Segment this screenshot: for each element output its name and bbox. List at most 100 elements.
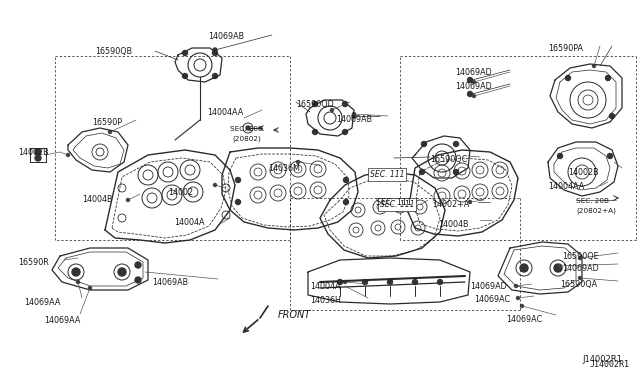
Circle shape <box>342 129 348 135</box>
Circle shape <box>77 280 79 283</box>
Text: 14004AA: 14004AA <box>548 182 584 191</box>
Text: 14002B: 14002B <box>568 168 598 177</box>
Circle shape <box>312 129 317 135</box>
Circle shape <box>468 201 472 203</box>
Text: 14002: 14002 <box>168 188 193 197</box>
Circle shape <box>362 279 367 285</box>
Text: 14004AA: 14004AA <box>207 108 243 117</box>
Text: 14002B: 14002B <box>18 148 49 157</box>
Text: (20802): (20802) <box>232 135 260 141</box>
Circle shape <box>516 296 520 299</box>
Text: (20802+A): (20802+A) <box>576 208 616 215</box>
Text: SEC. 111: SEC. 111 <box>376 198 412 207</box>
Text: 16590QE: 16590QE <box>562 252 598 261</box>
Circle shape <box>118 268 126 276</box>
Circle shape <box>109 131 111 134</box>
Text: 16590P: 16590P <box>92 118 122 127</box>
Circle shape <box>246 126 250 130</box>
Text: 14069AD: 14069AD <box>455 82 492 91</box>
Circle shape <box>579 276 582 279</box>
Circle shape <box>413 279 417 285</box>
Circle shape <box>342 102 348 106</box>
Text: SEC. 20B: SEC. 20B <box>576 198 609 204</box>
Text: 14004A: 14004A <box>310 282 340 291</box>
Text: J14002R1: J14002R1 <box>590 360 630 369</box>
Circle shape <box>467 77 472 83</box>
Circle shape <box>212 74 218 78</box>
Text: 14069AB: 14069AB <box>152 278 188 287</box>
Circle shape <box>127 199 129 202</box>
Circle shape <box>387 279 392 285</box>
Text: SEC. 111: SEC. 111 <box>370 170 404 179</box>
Circle shape <box>135 262 141 268</box>
Circle shape <box>352 114 356 118</box>
Circle shape <box>520 264 528 272</box>
Circle shape <box>312 102 317 106</box>
Text: 14004A: 14004A <box>174 218 205 227</box>
Circle shape <box>419 170 424 174</box>
Circle shape <box>236 177 241 183</box>
Text: 14002+A: 14002+A <box>432 200 469 209</box>
Text: 16590QA: 16590QA <box>560 280 597 289</box>
Circle shape <box>35 149 41 155</box>
Text: SEC. 111: SEC. 111 <box>380 200 415 209</box>
Circle shape <box>135 277 141 283</box>
Text: 16590QB: 16590QB <box>95 47 132 56</box>
Text: 16590PA: 16590PA <box>548 44 583 53</box>
Circle shape <box>579 257 582 260</box>
Text: 14069AD: 14069AD <box>562 264 599 273</box>
Text: FRONT: FRONT <box>278 310 311 320</box>
Circle shape <box>559 264 561 267</box>
Circle shape <box>609 113 614 119</box>
Circle shape <box>67 154 70 157</box>
Circle shape <box>554 264 562 272</box>
Text: 14069AD: 14069AD <box>455 68 492 77</box>
Circle shape <box>330 109 333 112</box>
Text: 14036H: 14036H <box>310 296 341 305</box>
Text: 14004B: 14004B <box>82 195 113 204</box>
Circle shape <box>72 268 80 276</box>
Circle shape <box>520 305 524 308</box>
Text: 14069AC: 14069AC <box>506 315 542 324</box>
Text: SEC. 20B: SEC. 20B <box>230 126 263 132</box>
Circle shape <box>212 51 218 55</box>
Text: 14069AA: 14069AA <box>44 316 81 325</box>
Text: 16590QD: 16590QD <box>296 100 333 109</box>
Text: 14069AC: 14069AC <box>474 295 510 304</box>
Circle shape <box>236 199 241 205</box>
Circle shape <box>344 177 349 183</box>
Circle shape <box>344 280 346 283</box>
Circle shape <box>454 141 458 147</box>
Circle shape <box>557 154 563 158</box>
Circle shape <box>182 51 188 55</box>
Circle shape <box>454 170 458 174</box>
Text: 14069AB: 14069AB <box>336 115 372 124</box>
Text: 14004B: 14004B <box>438 220 468 229</box>
Circle shape <box>353 112 355 115</box>
Text: 14069AA: 14069AA <box>24 298 60 307</box>
Circle shape <box>566 76 570 80</box>
Circle shape <box>593 64 595 67</box>
Circle shape <box>472 94 476 97</box>
Text: 16590R: 16590R <box>18 258 49 267</box>
Text: J14002R1: J14002R1 <box>582 355 622 364</box>
Circle shape <box>214 183 216 186</box>
Circle shape <box>35 155 41 161</box>
Circle shape <box>422 141 426 147</box>
Text: 16590QC: 16590QC <box>430 155 467 164</box>
Circle shape <box>607 154 612 158</box>
Circle shape <box>344 199 349 205</box>
Circle shape <box>182 74 188 78</box>
Text: 14069AD: 14069AD <box>470 282 507 291</box>
Circle shape <box>296 160 300 164</box>
Circle shape <box>88 286 92 289</box>
Text: 14069AB: 14069AB <box>208 32 244 41</box>
Circle shape <box>515 285 518 288</box>
Circle shape <box>467 92 472 96</box>
Circle shape <box>337 279 342 285</box>
Circle shape <box>213 48 217 52</box>
Circle shape <box>605 76 611 80</box>
Text: 14036M: 14036M <box>268 164 300 173</box>
Circle shape <box>438 279 442 285</box>
Circle shape <box>472 80 476 83</box>
